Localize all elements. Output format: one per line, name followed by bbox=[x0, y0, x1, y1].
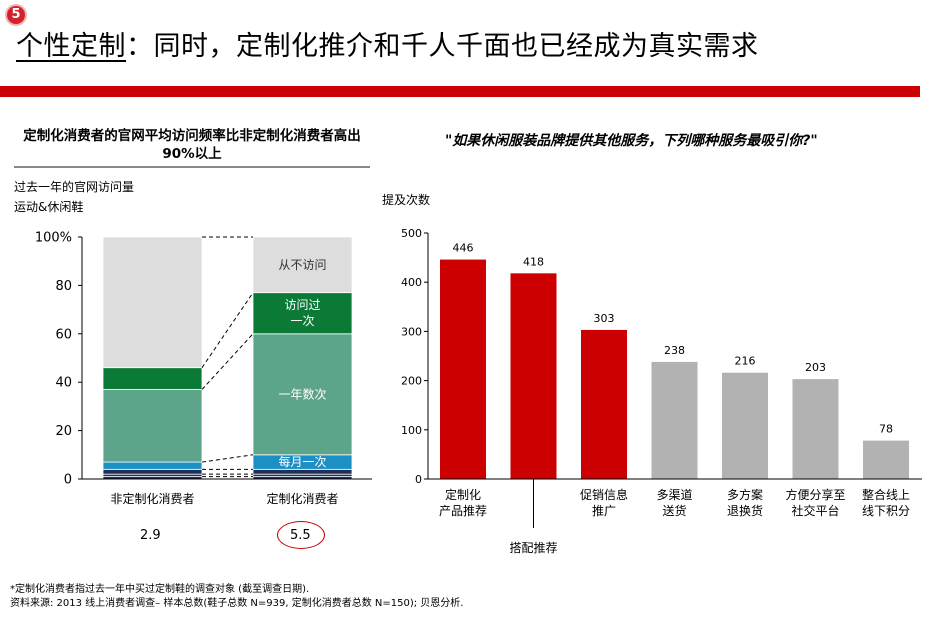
y-tick-label: 40 bbox=[55, 376, 72, 391]
stack-segment bbox=[252, 236, 353, 294]
stat-custom: 5.5 bbox=[290, 528, 311, 543]
connector-line bbox=[201, 333, 254, 390]
title-keyword: 个性定制 bbox=[16, 31, 126, 62]
footnote-source: 资料来源: 2013 线上消费者调查– 样本总数(鞋子总数 N=939, 定制化… bbox=[10, 598, 464, 609]
value-label: 78 bbox=[879, 423, 893, 436]
y-tick-label: 500 bbox=[401, 227, 422, 240]
slide-number-badge: 5 bbox=[7, 6, 25, 24]
right-ylabel: 提及次数 bbox=[382, 193, 431, 207]
highlight-ellipse bbox=[277, 521, 325, 549]
value-label: 418 bbox=[523, 255, 544, 268]
left-heading-rule bbox=[14, 166, 370, 168]
y-tick-label: 60 bbox=[55, 327, 72, 342]
connector-line bbox=[201, 292, 254, 368]
x-category-label: 定制化消费者 bbox=[266, 491, 338, 506]
segment-label: 一年数次 bbox=[278, 386, 326, 401]
x-category-label: 整合线上 bbox=[862, 487, 910, 502]
segment-label: 一次 bbox=[290, 314, 314, 328]
title-rest: ：同时，定制化推介和千人千面也已经成为真实需求 bbox=[126, 31, 759, 62]
x-category-label: 多渠道 bbox=[656, 488, 692, 502]
x-category-label: 产品推荐 bbox=[439, 504, 487, 518]
segment-label: 每月一次 bbox=[278, 454, 326, 469]
title-divider-bar bbox=[0, 86, 920, 97]
value-label: 303 bbox=[594, 312, 615, 325]
y-tick-label: 100 bbox=[401, 424, 422, 437]
x-category-label: 搭配推荐 bbox=[509, 541, 557, 555]
value-label: 238 bbox=[664, 344, 685, 357]
footnote-definition: *定制化消费者指过去一年中买过定制鞋的调查对象 (截至调查日期). bbox=[10, 584, 310, 595]
value-label: 203 bbox=[805, 361, 826, 374]
y-tick-label: 300 bbox=[401, 325, 422, 338]
segment-label: 访问过 bbox=[284, 298, 320, 312]
value-label: 446 bbox=[453, 242, 474, 255]
stack-segment bbox=[102, 236, 203, 369]
x-category-label: 退换货 bbox=[727, 503, 763, 518]
bar bbox=[651, 361, 698, 479]
left-panel-heading: 定制化消费者的官网平均访问频率比非定制化消费者高出90%以上 bbox=[23, 128, 361, 162]
bar bbox=[440, 259, 486, 479]
x-category-label: 送货 bbox=[662, 503, 686, 518]
bar bbox=[863, 440, 909, 479]
page-title: 个性定制：同时，定制化推介和千人千面也已经成为真实需求 bbox=[16, 24, 759, 63]
x-category-label: 社交平台 bbox=[791, 503, 839, 518]
left-subtitle-category: 运动&休闲鞋 bbox=[14, 200, 84, 214]
connector-line bbox=[201, 454, 254, 463]
stat-non-custom: 2.9 bbox=[140, 528, 161, 543]
footnote: *定制化消费者指过去一年中买过定制鞋的调查对象 (截至调查日期). 资料来源: … bbox=[10, 583, 464, 611]
y-tick-label: 100% bbox=[35, 231, 72, 246]
x-category-label: 非定制化消费者 bbox=[110, 491, 194, 506]
left-subtitle-visits: 过去一年的官网访问量 bbox=[14, 180, 135, 194]
bar bbox=[581, 329, 627, 479]
x-category-label: 线下积分 bbox=[862, 504, 910, 518]
x-category-label: 方便分享至 bbox=[785, 487, 845, 502]
bar bbox=[722, 372, 768, 479]
value-label: 216 bbox=[735, 355, 756, 368]
bar bbox=[510, 273, 557, 479]
y-tick-label: 0 bbox=[415, 473, 422, 486]
x-category-label: 推广 bbox=[592, 504, 616, 518]
y-tick-label: 200 bbox=[401, 375, 422, 388]
y-tick-label: 0 bbox=[64, 473, 72, 488]
stack-segment bbox=[252, 333, 353, 456]
bar bbox=[792, 379, 839, 479]
y-tick-label: 20 bbox=[55, 424, 72, 439]
x-category-label: 多方案 bbox=[727, 487, 763, 502]
y-tick-label: 80 bbox=[55, 279, 72, 294]
y-tick-label: 400 bbox=[401, 276, 422, 289]
right-panel-heading: "如果休闲服装品牌提供其他服务，下列哪种服务最吸引你?" bbox=[445, 133, 818, 149]
x-category-label: 定制化 bbox=[445, 487, 481, 502]
x-category-label: 促销信息 bbox=[580, 487, 628, 502]
segment-label: 从不访问 bbox=[278, 258, 326, 272]
stack-segment bbox=[252, 292, 353, 335]
